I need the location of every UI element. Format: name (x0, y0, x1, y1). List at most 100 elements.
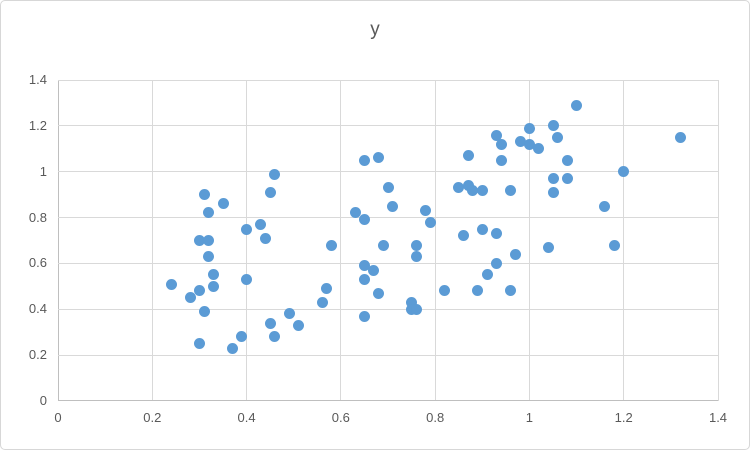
data-point (476, 184, 488, 196)
data-point (198, 306, 210, 318)
y-axis-line (58, 80, 59, 401)
y-tick-label: 0.4 (28, 301, 47, 317)
plot-area (58, 79, 719, 401)
data-point (283, 308, 295, 320)
data-point (424, 216, 436, 228)
data-point (373, 287, 385, 299)
data-point (490, 228, 502, 240)
data-point (674, 131, 686, 143)
data-point (561, 154, 573, 166)
y-tick-label: 1.4 (28, 72, 47, 87)
data-point (165, 278, 177, 290)
data-point (269, 331, 281, 343)
data-point (198, 189, 210, 201)
data-point (552, 131, 564, 143)
data-point (505, 285, 517, 297)
data-point (599, 200, 611, 212)
data-point (533, 143, 545, 155)
data-point (358, 154, 370, 166)
data-point (203, 235, 215, 246)
data-point (495, 154, 507, 166)
data-point (561, 173, 573, 185)
gridline-vertical (340, 80, 342, 401)
gridline-horizontal (58, 79, 718, 81)
gridline-horizontal (58, 125, 718, 127)
data-point (236, 331, 248, 343)
data-point (406, 296, 418, 308)
data-point (316, 296, 328, 308)
data-point (514, 136, 526, 148)
data-point (476, 223, 488, 235)
data-point (358, 273, 370, 285)
data-point (547, 173, 559, 185)
data-point (373, 152, 385, 164)
data-point (509, 248, 521, 260)
data-point (505, 184, 517, 196)
data-point (523, 122, 535, 134)
data-point (387, 200, 399, 212)
chart-title: y (370, 19, 380, 40)
data-point (377, 239, 389, 251)
data-point (292, 319, 304, 331)
data-point (349, 207, 361, 219)
data-point (547, 120, 559, 132)
x-tick-label: 1 (525, 410, 534, 425)
gridline-vertical (528, 80, 530, 401)
data-point (264, 186, 276, 198)
y-tick-label: 0.6 (28, 255, 47, 271)
data-point (457, 230, 469, 242)
data-point (410, 303, 422, 315)
data-point (382, 182, 394, 194)
data-point (325, 239, 337, 251)
gridline-vertical (623, 80, 625, 401)
data-point (453, 182, 465, 194)
data-point (542, 241, 554, 253)
data-point (241, 273, 253, 285)
y-tick-label: 0.8 (28, 209, 47, 225)
data-point (269, 168, 281, 180)
data-point (203, 251, 215, 263)
data-point (259, 232, 271, 244)
data-point (321, 283, 333, 295)
y-tick-label: 0 (39, 393, 47, 408)
x-tick-label: 0.2 (143, 410, 162, 425)
data-point (358, 214, 370, 226)
gridline-vertical (246, 80, 248, 401)
data-point (226, 342, 238, 354)
data-point (571, 99, 583, 111)
data-point (217, 198, 229, 210)
data-point (410, 239, 422, 251)
data-point (439, 285, 451, 297)
data-point (410, 251, 422, 263)
data-point (467, 184, 479, 196)
data-point (184, 292, 196, 304)
data-point (193, 338, 205, 350)
data-point (193, 235, 205, 246)
data-point (208, 269, 220, 281)
data-point (481, 269, 493, 281)
data-point (420, 205, 432, 217)
x-tick-label: 0.6 (331, 410, 350, 425)
data-point (264, 317, 276, 329)
data-point (495, 138, 507, 150)
data-point (472, 285, 484, 297)
data-point (193, 285, 205, 297)
gridline-vertical (717, 80, 719, 401)
x-tick-label: 0 (54, 410, 62, 425)
data-point (490, 257, 502, 269)
x-tick-label: 1.2 (614, 410, 633, 425)
data-point (608, 239, 620, 251)
gridline-horizontal (58, 354, 718, 356)
data-point (368, 264, 380, 276)
data-point (358, 260, 370, 272)
data-point (490, 129, 502, 141)
y-tick-label: 0.2 (28, 347, 47, 363)
data-point (358, 310, 370, 322)
data-point (462, 150, 474, 162)
gridline-horizontal (58, 171, 718, 173)
data-point (547, 186, 559, 198)
data-point (203, 207, 215, 219)
gridline-vertical (434, 80, 436, 401)
x-tick-label: 0.4 (237, 410, 256, 425)
